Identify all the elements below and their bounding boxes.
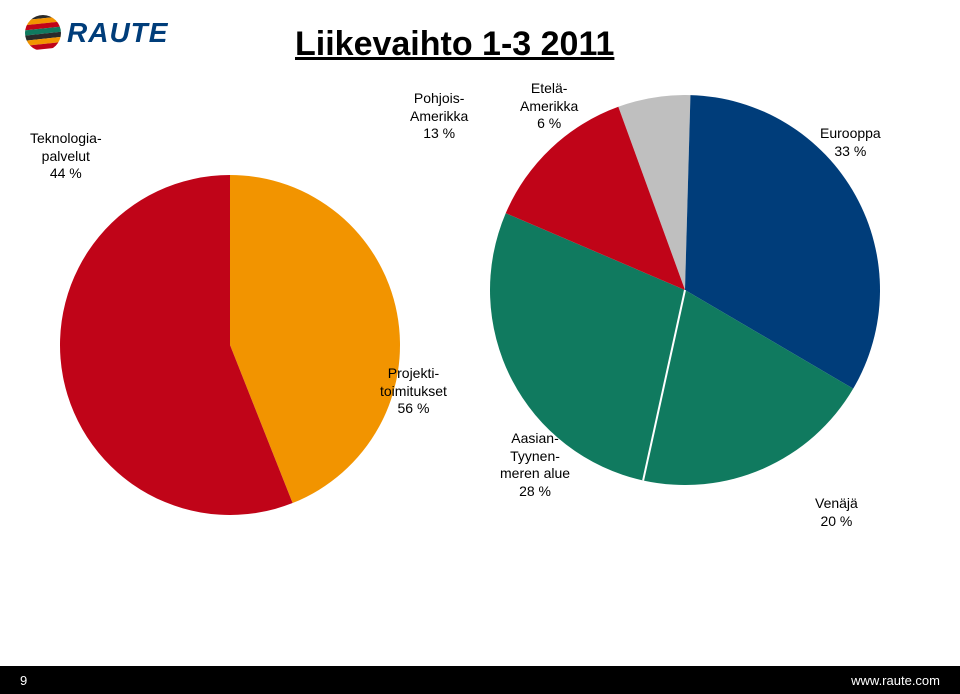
page-number: 9 [20,673,27,688]
page-title: Liikevaihto 1-3 2011 [295,25,614,64]
footer-url: www.raute.com [851,673,940,688]
pie-slice-label: Eurooppa33 % [820,125,881,160]
footer: 9 www.raute.com [0,666,960,694]
chart-business-type: Teknologia-palvelut44 %Projekti-toimituk… [60,175,400,520]
pie-slice-label: Venäjä20 % [815,495,858,530]
logo: RAUTE [25,15,168,51]
logo-icon [25,15,61,51]
logo-text: RAUTE [67,17,168,49]
chart-regions: Etelä-Amerikka6 %Eurooppa33 %Venäjä20 %A… [490,95,880,490]
pie-slice-label: Etelä-Amerikka6 % [520,80,578,133]
pie-slice-label: Teknologia-palvelut44 % [30,130,102,183]
pie-slice-label: Pohjois-Amerikka13 % [410,90,468,143]
pie-slice-label: Aasian-Tyynen-meren alue28 % [500,430,570,500]
pie-slice-label: Projekti-toimitukset56 % [380,365,447,418]
